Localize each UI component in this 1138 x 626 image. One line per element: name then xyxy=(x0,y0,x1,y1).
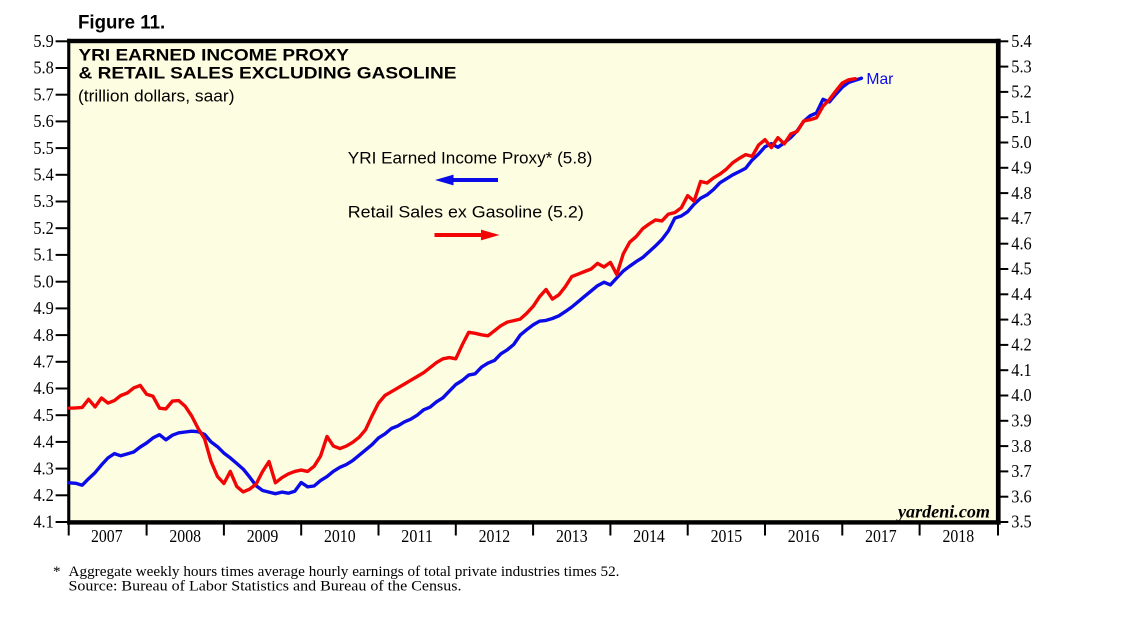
svg-text:5.1: 5.1 xyxy=(33,245,53,265)
svg-text:4.1: 4.1 xyxy=(1011,360,1031,380)
svg-text:2016: 2016 xyxy=(788,526,820,546)
svg-text:Figure 11.: Figure 11. xyxy=(78,12,165,34)
svg-text:2017: 2017 xyxy=(865,526,897,546)
svg-text:5.6: 5.6 xyxy=(33,111,54,131)
svg-text:2008: 2008 xyxy=(169,526,201,546)
svg-text:YRI EARNED INCOME PROXY: YRI EARNED INCOME PROXY xyxy=(79,47,350,65)
svg-text:4.7: 4.7 xyxy=(1011,208,1032,228)
svg-text:3.8: 3.8 xyxy=(1011,436,1032,456)
svg-text:4.2: 4.2 xyxy=(1011,335,1031,355)
svg-text:4.9: 4.9 xyxy=(1011,158,1032,178)
svg-text:& RETAIL SALES EXCLUDING GASOL: & RETAIL SALES EXCLUDING GASOLINE xyxy=(79,65,457,83)
svg-text:5.4: 5.4 xyxy=(33,165,54,185)
svg-text:4.6: 4.6 xyxy=(33,378,54,398)
svg-text:5.8: 5.8 xyxy=(33,58,54,78)
svg-text:4.8: 4.8 xyxy=(33,325,54,345)
svg-text:4.4: 4.4 xyxy=(33,432,54,452)
svg-text:5.7: 5.7 xyxy=(33,84,54,104)
svg-text:5.3: 5.3 xyxy=(1011,56,1032,76)
svg-text:3.6: 3.6 xyxy=(1011,486,1032,506)
svg-text:3.9: 3.9 xyxy=(1011,411,1032,431)
svg-text:4.7: 4.7 xyxy=(33,352,54,372)
svg-text:Aggregate weekly hours times a: Aggregate weekly hours times average hou… xyxy=(69,564,620,580)
svg-text:2012: 2012 xyxy=(479,526,511,546)
svg-text:(trillion dollars, saar): (trillion dollars, saar) xyxy=(78,88,235,106)
svg-text:4.1: 4.1 xyxy=(33,512,53,532)
svg-text:*: * xyxy=(53,564,61,580)
svg-text:2007: 2007 xyxy=(91,526,123,546)
svg-text:2009: 2009 xyxy=(247,526,279,546)
svg-text:2010: 2010 xyxy=(324,526,356,546)
svg-text:5.2: 5.2 xyxy=(1011,82,1031,102)
svg-text:5.5: 5.5 xyxy=(33,138,54,158)
svg-text:4.4: 4.4 xyxy=(1011,284,1032,304)
svg-text:4.3: 4.3 xyxy=(33,458,54,478)
svg-text:Retail Sales ex Gasoline (5.2): Retail Sales ex Gasoline (5.2) xyxy=(348,202,584,221)
svg-text:4.6: 4.6 xyxy=(1011,233,1032,253)
svg-text:2013: 2013 xyxy=(556,526,588,546)
svg-text:5.1: 5.1 xyxy=(1011,107,1031,127)
svg-text:4.9: 4.9 xyxy=(33,298,54,318)
svg-text:5.3: 5.3 xyxy=(33,191,54,211)
svg-text:5.2: 5.2 xyxy=(33,218,53,238)
svg-text:4.3: 4.3 xyxy=(1011,309,1032,329)
svg-text:5.0: 5.0 xyxy=(33,271,54,291)
svg-text:4.5: 4.5 xyxy=(33,405,54,425)
svg-text:2018: 2018 xyxy=(943,526,975,546)
svg-text:2014: 2014 xyxy=(633,526,665,546)
svg-text:2015: 2015 xyxy=(711,526,743,546)
svg-text:4.5: 4.5 xyxy=(1011,259,1032,279)
svg-text:4.2: 4.2 xyxy=(33,485,53,505)
svg-text:3.7: 3.7 xyxy=(1011,461,1032,481)
svg-text:Mar: Mar xyxy=(866,71,893,88)
svg-text:4.0: 4.0 xyxy=(1011,385,1032,405)
svg-text:2011: 2011 xyxy=(401,526,433,546)
svg-text:5.4: 5.4 xyxy=(1011,31,1032,51)
svg-text:5.0: 5.0 xyxy=(1011,132,1032,152)
svg-text:yardeni.com: yardeni.com xyxy=(896,501,990,521)
svg-text:3.5: 3.5 xyxy=(1011,512,1032,532)
svg-text:YRI Earned Income Proxy* (5.8): YRI Earned Income Proxy* (5.8) xyxy=(348,148,593,167)
svg-text:4.8: 4.8 xyxy=(1011,183,1032,203)
svg-text:5.9: 5.9 xyxy=(33,31,54,51)
svg-text:Source: Bureau of Labor Statis: Source: Bureau of Labor Statistics and B… xyxy=(69,579,462,595)
